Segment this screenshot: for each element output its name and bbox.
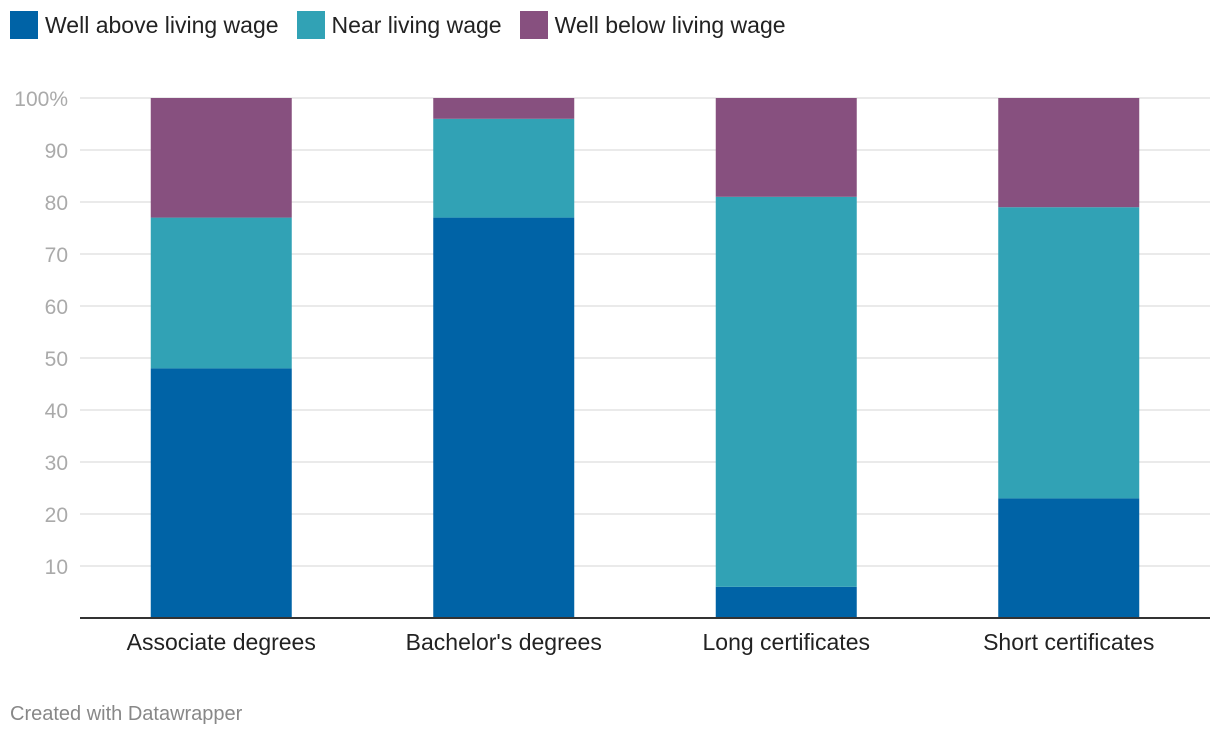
y-tick-label: 60 <box>45 296 68 319</box>
bar-segment <box>998 98 1140 208</box>
legend-label: Near living wage <box>331 11 502 38</box>
bar-segment <box>433 98 575 119</box>
y-tick-label: 30 <box>45 452 68 475</box>
bar-segment <box>433 217 575 618</box>
legend-item-well-above: Well above living wage <box>10 11 279 39</box>
bar-segment <box>715 586 857 618</box>
y-tick-label: 20 <box>45 504 68 527</box>
y-tick-label: 70 <box>45 244 68 267</box>
x-category-label: Short certificates <box>983 629 1154 655</box>
y-tick-label: 90 <box>45 140 68 163</box>
legend-swatch <box>296 11 325 39</box>
footer-credit: Created with Datawrapper <box>10 703 243 725</box>
legend-item-near: Near living wage <box>296 11 502 39</box>
chart-legend: Well above living wage Near living wage … <box>10 11 804 39</box>
bar-segment <box>998 498 1140 618</box>
bar-segment <box>433 118 575 218</box>
legend-swatch <box>10 11 38 39</box>
legend-label: Well below living wage <box>554 11 786 38</box>
x-category-label: Long certificates <box>703 629 870 655</box>
y-tick-label: 40 <box>45 400 68 423</box>
legend-swatch <box>519 11 548 39</box>
legend-label: Well above living wage <box>45 11 279 38</box>
y-tick-label: 100% <box>14 88 68 111</box>
bar-segment <box>715 98 857 197</box>
bar-segment <box>150 368 292 618</box>
bar-segment <box>998 207 1140 499</box>
y-tick-label: 10 <box>45 556 68 579</box>
bar-segment <box>150 98 292 218</box>
x-category-label: Associate degrees <box>127 629 316 655</box>
y-tick-label: 50 <box>45 348 68 371</box>
bar-segment <box>715 196 857 587</box>
x-category-label: Bachelor's degrees <box>406 629 602 655</box>
y-tick-label: 80 <box>45 192 68 215</box>
bar-segment <box>150 217 292 369</box>
legend-item-well-below: Well below living wage <box>519 11 786 39</box>
